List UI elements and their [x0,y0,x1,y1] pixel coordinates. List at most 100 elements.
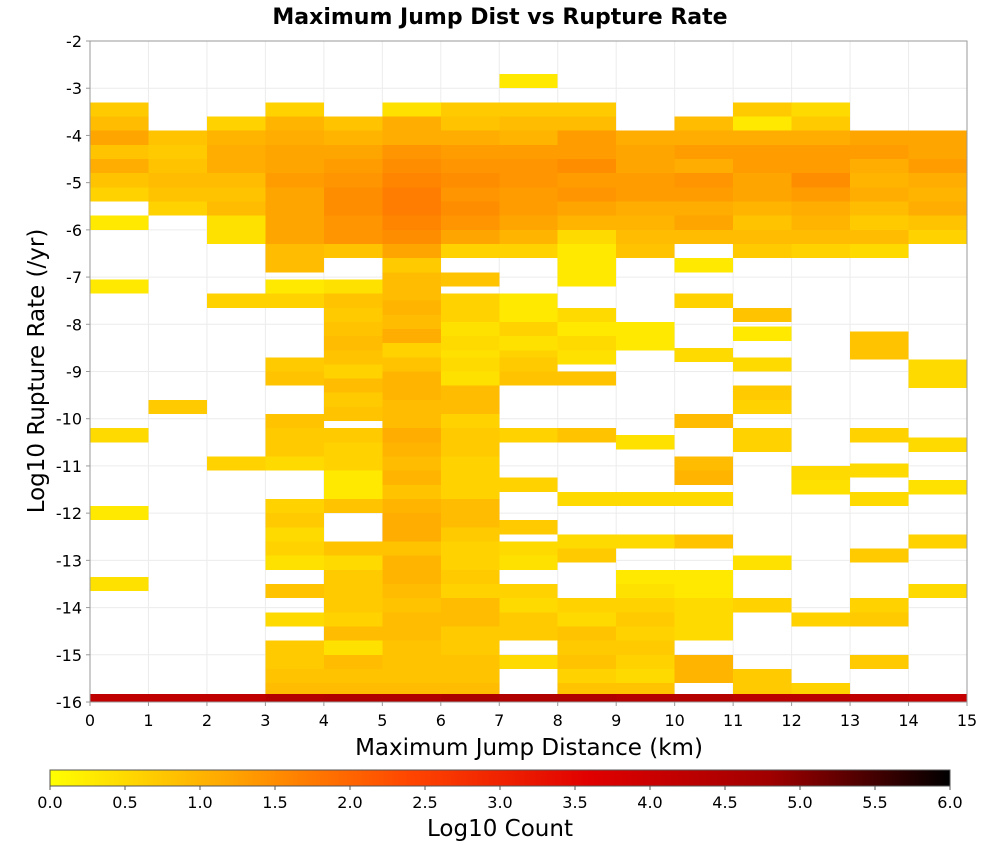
colorbar [49,769,951,787]
heatmap-cell [323,307,383,322]
heatmap-cell [616,569,675,584]
heatmap-cell [557,102,617,117]
heatmap-cell [557,215,617,230]
heatmap-cell [850,144,909,160]
heatmap-cell [908,159,967,174]
heatmap-cell [148,201,207,216]
heatmap-cell [382,612,441,627]
heatmap-cell [908,173,967,188]
x-tick-label: 6 [436,711,446,730]
heatmap-cell [499,428,558,443]
heatmap-cell [90,215,149,230]
heatmap-cell [382,654,441,669]
heatmap-cell [382,683,441,698]
heatmap-cell [206,215,266,230]
heatmap-cell [908,693,967,702]
heatmap-cell [908,359,967,374]
heatmap-cell [440,307,500,322]
heatmap-cell [733,598,792,613]
heatmap-cell [265,371,324,386]
heatmap-cell [323,442,383,457]
heatmap-cell [616,144,675,160]
heatmap-cell [323,321,383,337]
heatmap-cell [440,187,500,202]
heatmap-cell [674,201,734,216]
heatmap-cell [265,357,324,372]
heatmap-cell [557,612,617,627]
heatmap-cell [440,498,500,514]
heatmap-cell [323,336,383,351]
heatmap-cell [557,244,617,259]
heatmap-cell [674,215,734,230]
x-tick-label: 8 [553,711,563,730]
heatmap-cell [440,413,500,429]
heatmap-cell [323,640,383,655]
heatmap-cell [499,693,558,702]
y-tick-label: -10 [56,410,82,429]
x-tick-label: 9 [611,711,621,730]
heatmap-cell [557,626,617,641]
heatmap-cell [265,173,324,188]
heatmap-cell [382,484,441,499]
heatmap-cell [499,336,558,351]
heatmap-cell [382,329,441,344]
heatmap-cell [382,187,441,202]
x-tick-label: 12 [781,711,801,730]
y-axis-label: Log10 Rupture Rate (/yr) [24,229,50,514]
heatmap-cell [265,244,324,259]
heatmap-cell [382,456,441,471]
heatmap-cell [382,413,441,429]
heatmap-cell [440,399,500,414]
heatmap-cell [148,159,207,174]
colorbar-ticks: 0.0 0.5 1.0 1.5 2.0 2.5 3.0 3.5 4.0 4.5 5.0 5.5 6.0 [37,786,963,812]
heatmap-cell [440,668,500,684]
heatmap-cell [440,693,500,702]
heatmap-cell [323,244,383,259]
heatmap-cell [791,173,851,188]
colorbar-tick-label: 3.0 [487,793,512,812]
heatmap-cell [499,612,558,627]
heatmap-cell [206,201,266,216]
heatmap-cell [206,116,266,131]
heatmap-cell [206,456,266,471]
heatmap-cell [90,187,149,202]
heatmap-cell [382,668,441,684]
heatmap-cell [733,437,792,452]
colorbar-tick-label: 3.5 [562,793,587,812]
heatmap-cell [440,456,500,471]
heatmap-cell [674,668,734,684]
heatmap-cell [499,477,558,492]
heatmap-cell [440,470,500,485]
x-tick-label: 15 [957,711,977,730]
heatmap-cell [557,258,617,273]
heatmap-cell [791,215,851,230]
heatmap-cell [440,612,500,627]
heatmap-cell [616,244,675,259]
x-tick-label: 5 [377,711,387,730]
heatmap-cell [791,683,851,698]
heatmap-cell [616,583,675,599]
heatmap-cell [616,626,675,641]
heatmap-cell [733,159,792,174]
heatmap-cell [440,555,500,570]
heatmap-cell [265,130,324,145]
heatmap-cell [499,229,558,245]
heatmap-cell [382,229,441,245]
heatmap-cell [148,144,207,160]
heatmap-cell [440,569,500,584]
heatmap-cell [557,321,617,337]
heatmap-cell [265,279,324,294]
heatmap-cell [440,626,500,641]
colorbar-tick-label: 6.0 [937,793,962,812]
heatmap-cell [382,130,441,145]
heatmap-cell [499,187,558,202]
heatmap-cell [733,555,792,570]
heatmap-cell [323,201,383,216]
colorbar-tick-label: 4.5 [712,793,737,812]
heatmap-cell [733,326,792,341]
heatmap-cell [674,598,734,613]
heatmap-cell [499,144,558,160]
heatmap-cell [265,159,324,174]
heatmap-cell [323,293,383,308]
heatmap-cell [323,350,383,365]
